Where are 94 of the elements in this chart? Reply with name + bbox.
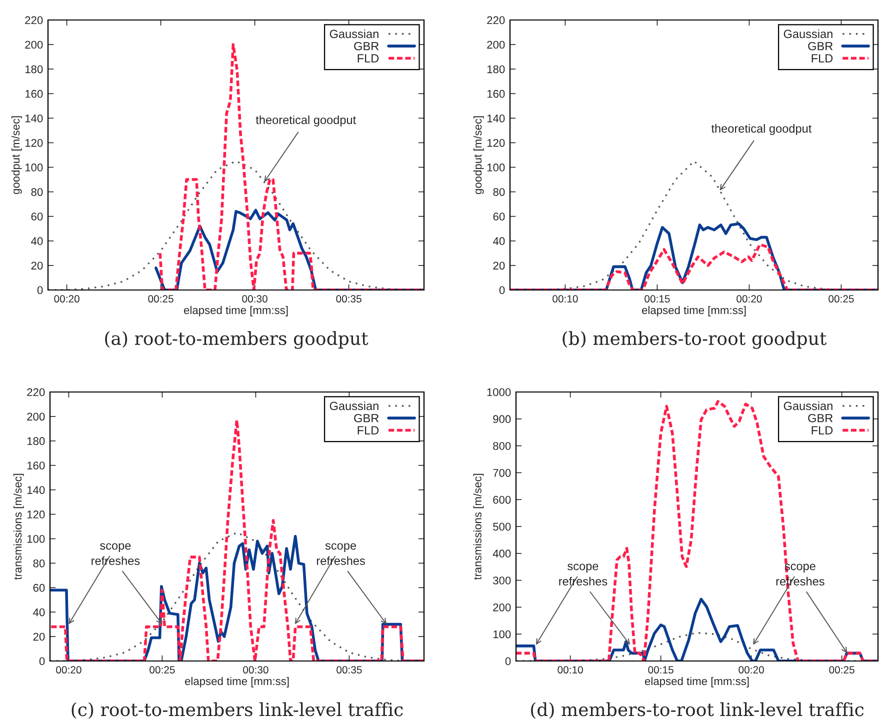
legend-label: FLD [812,54,833,62]
x-tick-label: 00:35 [336,295,362,303]
y-tick-label: 120 [25,138,43,147]
y-tick-label: 220 [25,16,43,24]
y-tick-label: 1000 [487,388,511,396]
text: (d) members-to-root link-level traffic [531,702,864,719]
legend-label: Gaussian [330,401,378,410]
legend-label: Gaussian [330,29,378,38]
y-tick-label: 20 [493,262,505,270]
legend-label: GBR [808,42,833,50]
legend-label: GBR [808,414,833,422]
y-tick-label: 900 [493,415,511,424]
annotation: theoretical goodput [256,115,356,126]
y-tick-label: 160 [27,462,45,470]
x-tick-label: 00:30 [242,295,268,303]
x-axis-title: elapsed time [mm:ss] [184,306,288,316]
y-tick-label: 100 [25,164,43,172]
x-tick-label: 00:25 [828,295,854,303]
y-tick-label: 20 [31,262,43,270]
y-axis-title: transmissions [m/sec] [473,474,484,580]
line-series [158,43,424,290]
legend-label: GBR [354,42,379,50]
x-tick-label: 00:20 [54,295,80,303]
annotation: theoretical goodput [711,124,812,136]
x-tick-label: 00:25 [148,295,174,303]
y-tick-label: 400 [492,550,511,558]
y-tick-label: 180 [27,437,45,446]
legend-label: FLD [812,426,833,434]
text: (c) root-to-members link-level traffic [72,702,403,719]
y-tick-label: 0 [39,657,45,666]
x-tick-label: 00:25 [829,666,854,674]
y-tick-label: 600 [493,496,511,504]
x-axis-title: elapsed time [mm:ss] [644,676,749,688]
x-tick-label: 00:15 [644,295,670,303]
annotation: scope [100,543,131,552]
y-tick-label: 200 [25,40,43,49]
y-tick-label: 60 [493,212,505,220]
x-tick-label: 00:15 [648,666,674,674]
y-axis-title: transmissions [m/sec] [13,474,24,580]
line-series [154,208,424,290]
x-tick-label: 00:10 [558,666,583,674]
legend-label: Gaussian [784,29,832,38]
y-tick-label: 140 [487,114,505,122]
y-tick-label: 180 [487,65,505,74]
text: (a) root-to-members goodput [105,331,368,349]
y-tick-label: 40 [493,237,505,246]
y-tick-label: 800 [493,442,511,450]
x-axis-title: elapsed time [mm:ss] [642,306,746,316]
y-tick-label: 120 [27,510,45,518]
y-tick-label: 40 [31,237,43,246]
legend-label: Gaussian [784,401,832,410]
y-tick-label: 0 [505,657,511,666]
y-tick-label: 120 [487,138,505,147]
y-tick-label: 60 [33,584,45,592]
y-tick-label: 80 [33,559,45,568]
legend-label: GBR [354,414,379,422]
y-tick-label: 180 [25,65,43,74]
y-tick-label: 20 [33,632,45,641]
y-tick-label: 160 [487,90,505,98]
y-tick-label: 100 [487,164,505,172]
y-tick-label: 0 [499,286,505,294]
y-tick-label: 140 [27,486,45,494]
y-tick-label: 220 [487,16,505,24]
x-tick-label: 00:10 [552,295,578,303]
y-tick-label: 160 [25,90,43,98]
y-tick-label: 100 [493,630,511,638]
y-tick-label: 300 [493,576,511,584]
y-axis-title: goodput [m/sec] [11,116,22,194]
x-tick-label: 00:35 [336,666,362,674]
annotation: scope [568,564,598,573]
y-tick-label: 0 [37,286,43,294]
y-tick-label: 60 [31,212,43,220]
y-tick-label: 200 [487,40,505,49]
y-tick-label: 700 [493,468,511,477]
y-tick-label: 80 [493,188,505,196]
y-tick-label: 100 [27,534,45,543]
x-tick-label: 00:30 [243,666,268,674]
text: (b) members-to-root goodput [562,331,827,349]
y-tick-label: 200 [493,603,511,612]
y-tick-label: 80 [31,188,43,196]
legend-label: FLD [358,426,379,434]
y-axis-title: goodput [m/sec] [473,116,484,194]
x-tick-label: 00:20 [738,666,764,674]
y-tick-label: 140 [25,114,43,122]
x-axis-title: elapsed time [mm:ss] [184,676,289,688]
annotation: scope [325,543,356,552]
x-tick-label: 00:20 [736,295,762,303]
y-tick-label: 40 [33,608,45,616]
y-tick-label: 220 [27,388,45,396]
legend-label: FLD [358,54,379,62]
y-tick-label: 200 [27,412,45,421]
y-tick-label: 500 [493,522,511,531]
x-tick-label: 00:25 [150,666,175,674]
x-tick-label: 00:20 [56,666,82,674]
